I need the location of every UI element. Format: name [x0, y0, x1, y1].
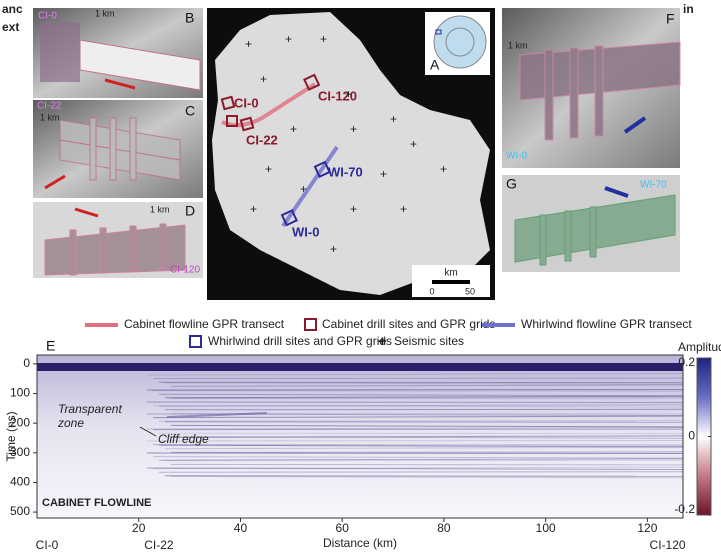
- y-tick-label: 500: [10, 504, 30, 518]
- reflector: [153, 391, 683, 392]
- x-tick-label: 100: [536, 521, 556, 535]
- svg-text:+: +: [250, 202, 257, 216]
- svg-text:+: +: [410, 137, 417, 151]
- scale-bar: [432, 280, 470, 284]
- gpr-fence: [40, 22, 80, 82]
- legend-swatch: [305, 319, 316, 330]
- scale-label: 1 km: [95, 8, 115, 18]
- map-site: WI-70: [328, 164, 363, 179]
- scale-tick: 50: [465, 286, 475, 296]
- svg-text:+: +: [265, 162, 272, 176]
- svg-text:+: +: [290, 122, 297, 136]
- svg-text:+: +: [320, 32, 327, 46]
- svg-text:+: +: [285, 32, 292, 46]
- reflector: [171, 464, 683, 465]
- colorbar-tick-label: 0: [688, 429, 695, 443]
- legend-label: Cabinet drill sites and GPR grids: [322, 317, 495, 331]
- svg-text:+: +: [380, 167, 387, 181]
- svg-text:+: +: [345, 87, 352, 101]
- reflector: [159, 472, 683, 473]
- x-tick-label: 80: [437, 521, 451, 535]
- legend-swatch: +: [378, 333, 387, 350]
- scale-tick: 0: [429, 286, 434, 296]
- surface-band: [37, 363, 683, 371]
- scale-unit: km: [444, 268, 457, 279]
- reflector: [159, 421, 683, 422]
- panel-site: CI-120: [170, 265, 200, 276]
- x-tick-label: 40: [234, 521, 248, 535]
- panel-site: WI-70: [640, 180, 667, 191]
- map-site: CI-0: [234, 95, 259, 110]
- reflector: [165, 460, 683, 461]
- legend-label: Whirlwind drill sites and GPR grids: [208, 334, 392, 348]
- panel-letter: G: [506, 176, 517, 192]
- reflector: [153, 378, 683, 379]
- y-axis-label: Time (ns): [4, 411, 18, 461]
- y-tick-label: 100: [10, 386, 30, 400]
- x-tick-label: 120: [637, 521, 657, 535]
- legend-label: Whirlwind flowline GPR transect: [521, 317, 692, 331]
- figure: anc ext in CI-0 1 km B CI-22 1 km C 1 km…: [0, 0, 721, 553]
- reflector: [153, 429, 683, 430]
- header-fragment: ext: [2, 20, 19, 34]
- scale-label: 1 km: [40, 112, 60, 122]
- svg-text:+: +: [330, 242, 337, 256]
- panel-site: CI-22: [37, 101, 62, 112]
- svg-text:+: +: [440, 162, 447, 176]
- svg-text:+: +: [350, 122, 357, 136]
- svg-text:+: +: [350, 202, 357, 216]
- reflector: [171, 398, 683, 399]
- reflector: [159, 433, 683, 434]
- header-fragment: in: [683, 2, 694, 16]
- annotation: Cliff edge: [158, 432, 209, 446]
- reflector: [165, 409, 683, 410]
- reflector: [147, 402, 683, 403]
- x-tick-label: 60: [336, 521, 350, 535]
- inset-globe: [434, 16, 486, 68]
- site-label: CI-0: [36, 538, 59, 552]
- panel-site: CI-0: [38, 11, 57, 22]
- colorbar-tick-label: 0.2: [678, 355, 695, 369]
- panel-letter: D: [185, 203, 195, 219]
- y-tick-label: 0: [23, 356, 30, 370]
- panel-letter: F: [666, 11, 675, 27]
- header-fragment: anc: [2, 2, 23, 16]
- svg-text:+: +: [300, 182, 307, 196]
- svg-text:+: +: [390, 112, 397, 126]
- legend-label: Cabinet flowline GPR transect: [124, 317, 285, 331]
- map-site: WI-0: [292, 224, 319, 239]
- panel-site: WI-0: [506, 151, 528, 162]
- colorbar-tick-label: -0.2: [674, 502, 695, 516]
- panel-letter: C: [185, 103, 195, 119]
- legend-label: Seismic sites: [394, 334, 464, 348]
- scale-label: 1 km: [508, 40, 528, 50]
- panel-letter: E: [46, 338, 55, 354]
- panel-letter: A: [430, 57, 440, 73]
- panel-title: CABINET FLOWLINE: [42, 497, 151, 509]
- panel-letter: B: [185, 10, 194, 26]
- svg-text:+: +: [400, 202, 407, 216]
- x-tick-label: 20: [132, 521, 146, 535]
- map-site: CI-22: [246, 132, 278, 147]
- y-tick-label: 400: [10, 475, 30, 489]
- reflector: [147, 441, 683, 442]
- reflector: [147, 453, 683, 454]
- site-label: CI-22: [144, 538, 174, 552]
- colorbar-label: Amplitude: [678, 340, 721, 354]
- legend-swatch: [190, 336, 201, 347]
- reflector: [165, 422, 683, 423]
- svg-text:+: +: [245, 37, 252, 51]
- site-label: CI-120: [650, 538, 686, 552]
- scale-label: 1 km: [150, 204, 170, 214]
- svg-text:+: +: [260, 72, 267, 86]
- reflector: [147, 390, 683, 391]
- x-axis-label: Distance (km): [323, 536, 397, 550]
- reflector: [171, 452, 683, 453]
